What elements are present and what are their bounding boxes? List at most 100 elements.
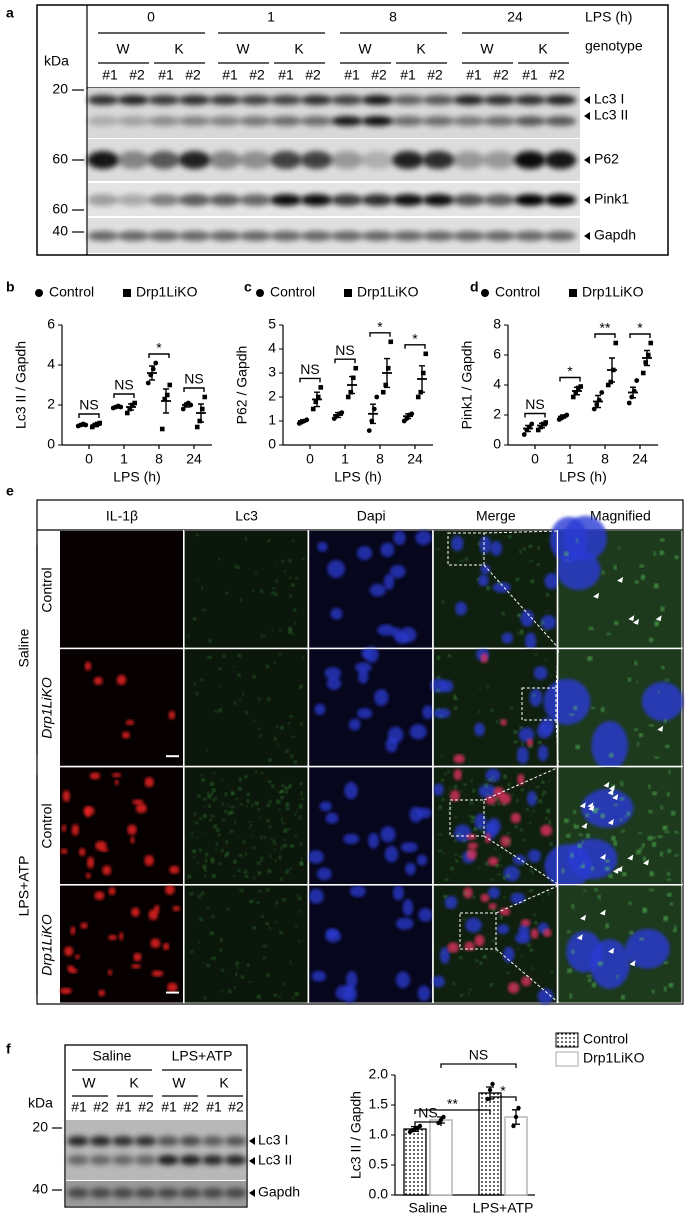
zoom-line [483, 564, 559, 649]
cell [269, 800, 272, 804]
band-label: Lc3 I [258, 1132, 288, 1148]
cell [253, 876, 255, 880]
data-point [202, 394, 208, 400]
cell [440, 680, 454, 693]
column-header: Magnified [590, 508, 651, 524]
cell [285, 807, 290, 810]
cell [549, 674, 552, 677]
band [422, 151, 455, 169]
cell [260, 856, 264, 859]
band [300, 151, 333, 169]
cell [544, 628, 548, 631]
band [157, 1136, 179, 1146]
cell [497, 581, 502, 585]
cell [268, 758, 272, 762]
cell [534, 921, 538, 925]
cell [212, 798, 215, 802]
genotype-label: W [172, 1075, 186, 1091]
cell [108, 887, 116, 896]
cell [531, 967, 534, 970]
cell [224, 810, 228, 813]
cell [214, 796, 217, 800]
cell [244, 870, 248, 874]
genotype-label: K [174, 41, 184, 57]
arrowhead [607, 789, 614, 796]
cell [271, 784, 275, 788]
cell [290, 754, 294, 758]
cell [517, 947, 519, 950]
cell [567, 930, 571, 934]
cell [267, 868, 270, 871]
cell [280, 725, 284, 730]
cell [479, 655, 482, 658]
legend-marker [555, 1051, 579, 1067]
cell [260, 772, 264, 775]
band [361, 194, 394, 206]
cell [665, 678, 669, 681]
cell [285, 790, 289, 794]
cell [439, 715, 443, 718]
band-label: Pink1 [594, 191, 629, 207]
replicate-label: #1 [522, 67, 538, 83]
cell [506, 874, 510, 878]
band [209, 95, 241, 105]
band [112, 1188, 134, 1198]
cell [466, 833, 477, 840]
cell [197, 895, 201, 898]
row-label: Control [39, 567, 55, 612]
data-point [310, 406, 316, 412]
cell [212, 958, 216, 961]
cell [348, 718, 361, 731]
cell [537, 988, 554, 1005]
band [270, 151, 302, 169]
genotype-label: W [480, 41, 494, 57]
cell [233, 860, 237, 864]
cell [391, 627, 402, 639]
data-point [159, 426, 165, 432]
cell [209, 819, 212, 822]
cell [647, 836, 653, 841]
cell [523, 547, 526, 551]
cell [393, 530, 406, 546]
cell [201, 586, 204, 591]
cell [634, 580, 639, 584]
cell [282, 898, 286, 901]
cell [642, 843, 645, 848]
cell [473, 827, 478, 831]
cell [196, 578, 199, 581]
legend-marker [481, 289, 489, 297]
cell [479, 825, 481, 829]
cell [573, 809, 577, 814]
cell [418, 907, 433, 922]
band [331, 116, 363, 126]
data-point [345, 394, 351, 400]
band [178, 194, 211, 206]
band [270, 116, 302, 126]
cell [280, 877, 283, 881]
band [202, 1155, 224, 1165]
cell [436, 708, 440, 711]
replicate-label: #2 [228, 1099, 244, 1115]
y-tick-label: 1 [268, 412, 276, 428]
cell [585, 833, 590, 838]
column-header: Lc3 [235, 508, 258, 524]
error-bar [384, 357, 390, 389]
cell [525, 808, 529, 811]
cell [281, 784, 285, 788]
cell [69, 968, 78, 974]
band [117, 95, 150, 105]
cell [528, 545, 533, 548]
band [392, 194, 424, 206]
cell [485, 779, 487, 782]
cell [653, 551, 656, 556]
cell [213, 771, 215, 775]
arrowhead [603, 781, 610, 788]
replicate-label: #1 [158, 67, 174, 83]
cell [204, 832, 207, 835]
band [483, 194, 516, 206]
significance-bracket [148, 353, 170, 358]
band [117, 116, 150, 126]
cell [526, 738, 534, 747]
cell [236, 966, 239, 969]
cell [218, 708, 223, 712]
